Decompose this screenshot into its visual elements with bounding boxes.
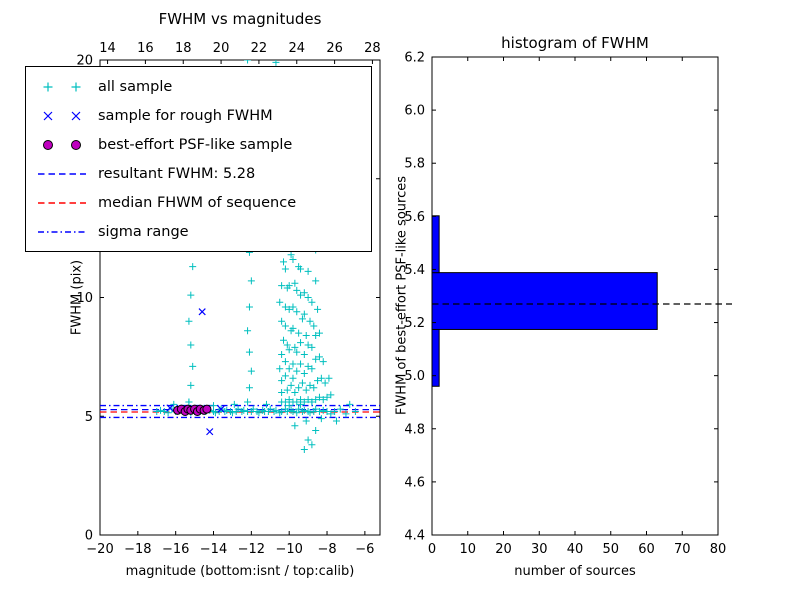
svg-text:−12: −12 <box>238 542 265 557</box>
svg-text:10: 10 <box>76 291 93 306</box>
right-yaxis-label: FWHM of best-effort PSF-like sources <box>394 175 410 416</box>
svg-text:6.0: 6.0 <box>404 104 425 119</box>
svg-text:6.2: 6.2 <box>404 51 425 66</box>
legend-label: sigma range <box>98 223 189 240</box>
dashdot-line-icon <box>34 221 90 243</box>
svg-text:5.8: 5.8 <box>404 157 425 172</box>
svg-text:−14: −14 <box>200 542 227 557</box>
legend-label: all sample <box>98 78 173 95</box>
svg-text:−6: −6 <box>355 542 374 557</box>
left-plot-area: −20 −18 −16 −14 −12 −10 −8 −6 14 16 18 20 22 24 26 28 0 5… <box>76 41 380 557</box>
svg-text:5.0: 5.0 <box>404 369 425 384</box>
svg-text:28: 28 <box>364 41 381 56</box>
svg-text:40: 40 <box>567 542 584 557</box>
svg-text:5.2: 5.2 <box>404 316 425 331</box>
svg-text:4.6: 4.6 <box>404 475 425 490</box>
svg-text:50: 50 <box>602 542 619 557</box>
plus-marker-icon <box>34 76 90 98</box>
left-plot-title: FWHM vs magnitudes <box>158 10 322 28</box>
left-xaxis-label: magnitude (bottom:isnt / top:calib) <box>125 564 355 579</box>
histogram-bar <box>431 328 440 387</box>
svg-text:0: 0 <box>428 542 436 557</box>
svg-text:24: 24 <box>288 41 305 56</box>
svg-text:−8: −8 <box>317 542 336 557</box>
svg-text:10: 10 <box>459 542 476 557</box>
svg-text:20: 20 <box>213 41 230 56</box>
histogram-bar <box>431 272 658 330</box>
series-circle <box>173 404 212 416</box>
histogram-bar <box>431 215 440 274</box>
svg-text:20: 20 <box>76 54 93 69</box>
svg-text:−18: −18 <box>124 542 151 557</box>
svg-text:−10: −10 <box>275 542 302 557</box>
right-plot-title: histogram of FWHM <box>501 34 649 52</box>
x-marker-icon <box>34 105 90 127</box>
legend-item-sigma-range: sigma range <box>26 217 371 246</box>
legend-item-median-fwhm: median FHWM of sequence <box>26 188 371 217</box>
svg-text:−16: −16 <box>162 542 189 557</box>
legend-item-resultant-fwhm: resultant FWHM: 5.28 <box>26 159 371 188</box>
svg-text:26: 26 <box>326 41 343 56</box>
svg-text:70: 70 <box>674 542 691 557</box>
legend-label: median FHWM of sequence <box>98 194 297 211</box>
svg-text:4.4: 4.4 <box>404 529 425 544</box>
svg-text:80: 80 <box>710 542 727 557</box>
dashed-line-icon <box>34 163 90 185</box>
svg-text:18: 18 <box>175 41 192 56</box>
svg-text:20: 20 <box>495 542 512 557</box>
legend-item-all-sample: all sample <box>26 72 371 101</box>
svg-text:4.8: 4.8 <box>404 422 425 437</box>
legend: all sample sample for rough FWHM best-ef… <box>25 66 372 252</box>
svg-text:5.6: 5.6 <box>404 210 425 225</box>
right-xaxis-label: number of sources <box>514 564 636 579</box>
svg-text:16: 16 <box>137 41 154 56</box>
svg-text:30: 30 <box>531 542 548 557</box>
svg-text:5: 5 <box>85 410 93 425</box>
svg-text:0: 0 <box>85 529 93 544</box>
svg-text:60: 60 <box>638 542 655 557</box>
legend-label: resultant FWHM: 5.28 <box>98 165 256 182</box>
svg-text:−20: −20 <box>86 542 113 557</box>
svg-text:14: 14 <box>99 41 116 56</box>
legend-item-psf-sample: best-effort PSF-like sample <box>26 130 371 159</box>
legend-label: best-effort PSF-like sample <box>98 136 293 153</box>
svg-text:22: 22 <box>251 41 268 56</box>
legend-label: sample for rough FWHM <box>98 107 273 124</box>
svg-text:5.4: 5.4 <box>404 263 425 278</box>
right-plot-area: 0 10 20 30 40 50 60 70 80 4.4 4.6 4.8 5.0 5.2 5.4 5.6 5.… <box>404 51 732 557</box>
legend-item-rough-fwhm: sample for rough FWHM <box>26 101 371 130</box>
circle-marker-icon <box>34 134 90 156</box>
dashed-line-icon <box>34 192 90 214</box>
